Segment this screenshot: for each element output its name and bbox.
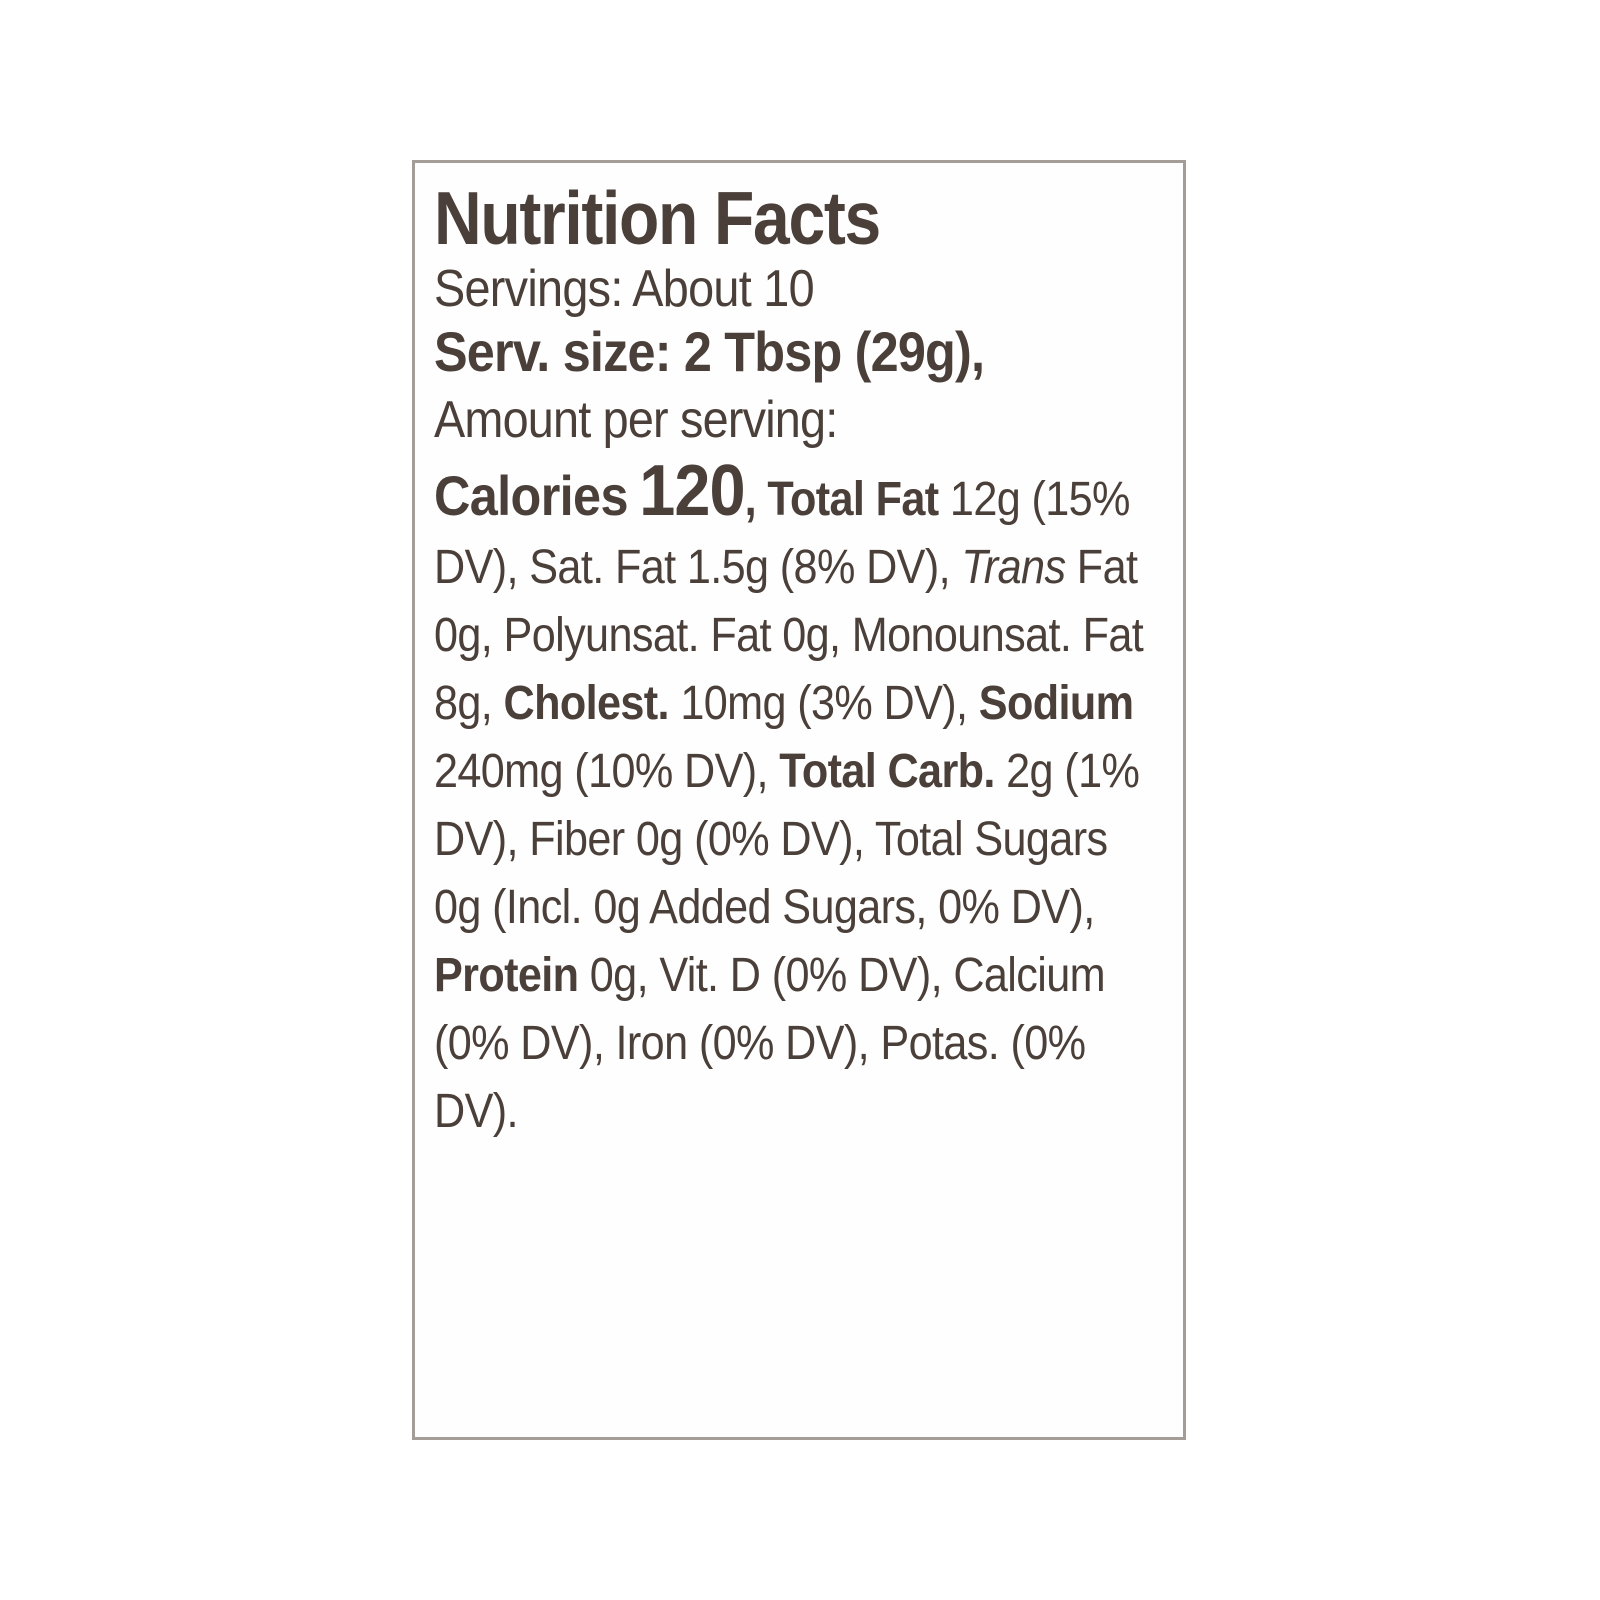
- serving-size-line: Serv. size: 2 Tbsp (29g), Amount per ser…: [434, 319, 1145, 453]
- cholesterol-label: Cholest.: [503, 677, 670, 730]
- protein-label: Protein: [434, 949, 579, 1002]
- amount-per-serving-label: Amount per serving:: [434, 391, 838, 449]
- sodium-label: Sodium: [978, 677, 1134, 730]
- trans-fat-label-italic: Trans: [961, 541, 1066, 594]
- added-sugars-value: (Incl. 0g Added Sugars, 0%: [492, 881, 1000, 934]
- page-title: Nutrition Facts: [434, 176, 881, 260]
- fiber-and-sugars-value: 0g (0% DV), Total Sugars 0g: [434, 813, 1108, 934]
- calories-label: Calories: [434, 464, 628, 527]
- serving-size-label: Serv. size: 2 Tbsp (29g),: [434, 320, 985, 383]
- cholesterol-value: 10mg (3% DV),: [668, 677, 968, 730]
- protein-and-vitd-value: 0g, Vit. D (0%: [578, 949, 848, 1002]
- trans-fat-word: Fat: [1065, 541, 1138, 594]
- total-fat-label-part1: Total: [767, 473, 865, 526]
- added-sugars-dv-continuation: DV),: [1010, 881, 1096, 934]
- sodium-value: 240mg (10% DV),: [434, 745, 769, 798]
- servings-per-container: Servings: About 10: [434, 260, 815, 318]
- total-carb-label: Total Carb.: [779, 745, 995, 798]
- calcium-iron-line: DV), Calcium (0% DV), Iron: [434, 949, 1106, 1070]
- calories-value: 120: [639, 451, 745, 531]
- sat-fat-value: 1.5g (8% DV),: [686, 541, 962, 594]
- trans-fat-amount-and-poly: 0g, Polyunsat. Fat 0g,: [434, 609, 841, 662]
- total-fat-value: 12g (15% DV), Sat. Fat: [434, 473, 1130, 594]
- nutrients-running-text: Calories 120, Total Fat 12g (15% DV), Sa…: [434, 455, 1145, 1146]
- monounsat-fat-value: Monounsat. Fat 8g,: [434, 609, 1144, 730]
- total-carb-value: 2g (1% DV), Fiber: [434, 745, 1140, 866]
- iron-potassium-line: (0% DV), Potas. (0% DV).: [434, 1017, 1086, 1138]
- total-fat-label-part2: Fat: [875, 473, 940, 526]
- nutrition-facts-content: Nutrition Facts Servings: About 10 Serv.…: [434, 179, 1144, 1146]
- calories-comma: ,: [744, 473, 757, 526]
- nutrition-facts-panel: Nutrition Facts Servings: About 10 Serv.…: [412, 160, 1186, 1440]
